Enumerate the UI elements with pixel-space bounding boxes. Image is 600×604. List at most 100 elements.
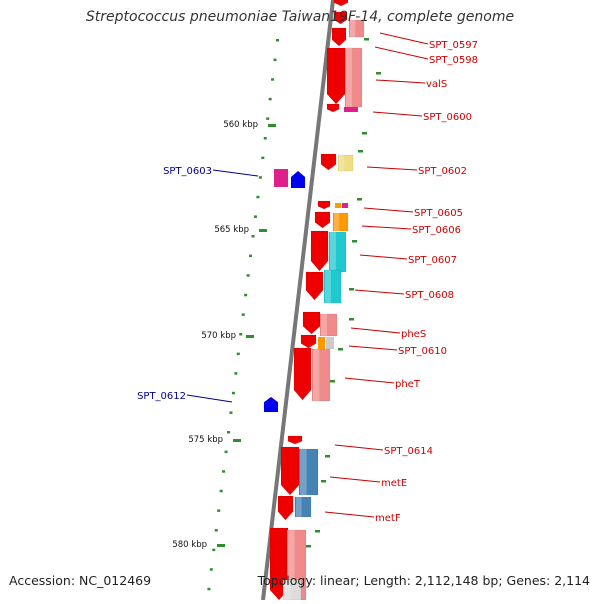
scale-dot	[209, 568, 213, 571]
gene-arrow-spt-0614[interactable]	[287, 435, 303, 445]
gene-label-spt-0612[interactable]: SPT_0612	[137, 391, 186, 402]
annotation-bar[interactable]	[348, 19, 365, 38]
gene-arrow-spt-0598[interactable]	[331, 27, 347, 47]
scale-dot	[239, 333, 243, 336]
gene-label-spt-0614[interactable]: SPT_0614	[384, 446, 433, 457]
gene-arrow-spt-0603[interactable]	[290, 170, 306, 189]
annotation-bar[interactable]	[337, 154, 354, 172]
gene-label-metf[interactable]: metF	[375, 513, 401, 524]
gene-arrow-spt-0610[interactable]	[300, 334, 317, 349]
track-marker	[325, 455, 330, 458]
annotation-bar[interactable]	[298, 448, 319, 496]
scale-dot	[244, 293, 248, 297]
annotation-bar[interactable]	[326, 337, 334, 349]
gene-arrow-spt-0600[interactable]	[326, 103, 340, 113]
scale-dot	[258, 176, 262, 179]
track-marker	[357, 198, 362, 201]
label-leader-line	[374, 46, 429, 60]
gene-label-spt-0597[interactable]: SPT_0597	[429, 40, 478, 51]
bar-highlight	[296, 497, 302, 517]
annotation-bar[interactable]	[318, 337, 325, 349]
annotation-bar[interactable]	[335, 203, 341, 208]
track-marker	[338, 348, 343, 351]
label-leader-line	[361, 225, 412, 230]
gene-label-spt-0606[interactable]: SPT_0606	[412, 225, 461, 236]
bar-highlight	[334, 213, 340, 231]
scale-tick	[268, 124, 276, 127]
scale-dot	[273, 58, 277, 62]
gene-arrow-spt-0605[interactable]	[317, 200, 331, 210]
annotation-bar[interactable]	[274, 169, 288, 187]
scale-dot	[246, 274, 250, 277]
gene-label-vals[interactable]: valS	[426, 79, 447, 90]
gene-label-phet[interactable]: pheT	[395, 379, 421, 390]
scale-dot	[214, 529, 218, 532]
bar-highlight	[346, 48, 352, 107]
gene-arrow-spt-0612[interactable]	[263, 396, 279, 413]
annotation-bar[interactable]	[294, 496, 312, 518]
gene-arrow-spt-0607[interactable]	[310, 230, 329, 272]
annotation-bar[interactable]	[311, 348, 331, 402]
track-marker	[330, 380, 335, 383]
label-leader-line	[366, 166, 418, 171]
gene-label-spt-0605[interactable]: SPT_0605	[414, 208, 463, 219]
gene-label-spt-0603[interactable]: SPT_0603	[163, 166, 212, 177]
scale-dot	[249, 254, 253, 258]
gene-arrow[interactable]	[333, 0, 349, 7]
scale-dot	[256, 195, 260, 199]
label-leader-line	[375, 79, 426, 84]
label-leader-line	[329, 476, 381, 483]
track-marker	[349, 318, 354, 321]
gene-label-spt-0602[interactable]: SPT_0602	[418, 166, 467, 177]
scale-label: 560 kbp	[223, 120, 258, 130]
label-leader-line	[344, 377, 395, 384]
scale-dot	[236, 352, 240, 356]
bar-highlight	[339, 155, 345, 171]
gene-label-mete[interactable]: metE	[381, 478, 407, 489]
scale-tick	[233, 439, 241, 442]
scale-dot	[231, 391, 235, 395]
track-marker	[349, 288, 354, 291]
track-marker	[364, 38, 369, 41]
gene-label-spt-0600[interactable]: SPT_0600	[423, 112, 472, 123]
gene-arrow-metf[interactable]	[277, 495, 294, 521]
genome-title: Streptococcus pneumoniae Taiwan19F-14, c…	[85, 9, 515, 25]
gene-arrow-phes[interactable]	[302, 311, 321, 335]
scale-dot	[251, 235, 255, 238]
annotation-bar[interactable]	[344, 107, 358, 112]
scale-label: 565 kbp	[214, 225, 249, 235]
label-leader-line	[379, 32, 429, 45]
scale-tick	[259, 229, 267, 232]
scale-dot	[241, 313, 245, 316]
scale-dot	[261, 156, 265, 160]
scale-dot	[227, 431, 230, 434]
gene-label-spt-0607[interactable]: SPT_0607	[408, 255, 457, 266]
label-leader-line	[350, 327, 401, 334]
gene-arrow-spt-0597[interactable]	[333, 11, 348, 25]
annotation-bar[interactable]	[332, 212, 349, 232]
gene-arrow-phet[interactable]	[293, 347, 312, 401]
label-leader-line	[348, 345, 398, 351]
track-marker	[315, 530, 320, 533]
gene-label-spt-0608[interactable]: SPT_0608	[405, 290, 454, 301]
gene-arrow-mete[interactable]	[280, 446, 300, 496]
annotation-bar[interactable]	[323, 269, 342, 304]
scale-label: 580 kbp	[172, 540, 207, 550]
bar-highlight	[284, 580, 291, 600]
gene-arrow-spt-0602[interactable]	[320, 153, 337, 171]
label-leader-line	[334, 444, 384, 451]
gene-label-spt-0598[interactable]: SPT_0598	[429, 55, 478, 66]
gene-arrow-spt-0606[interactable]	[314, 211, 331, 229]
annotation-bar[interactable]	[319, 313, 338, 337]
gene-label-spt-0610[interactable]: SPT_0610	[398, 346, 447, 357]
gene-arrow-vals[interactable]	[326, 47, 346, 105]
gene-label-phes[interactable]: pheS	[401, 329, 426, 340]
scale-dot	[266, 117, 270, 120]
genome-summary-text: Topology: linear; Length: 2,112,148 bp; …	[257, 573, 590, 588]
gene-arrow-spt-0608[interactable]	[305, 271, 324, 301]
annotation-bar[interactable]	[342, 203, 348, 208]
scale-label: 575 kbp	[188, 435, 223, 445]
label-leader-line	[324, 511, 375, 518]
